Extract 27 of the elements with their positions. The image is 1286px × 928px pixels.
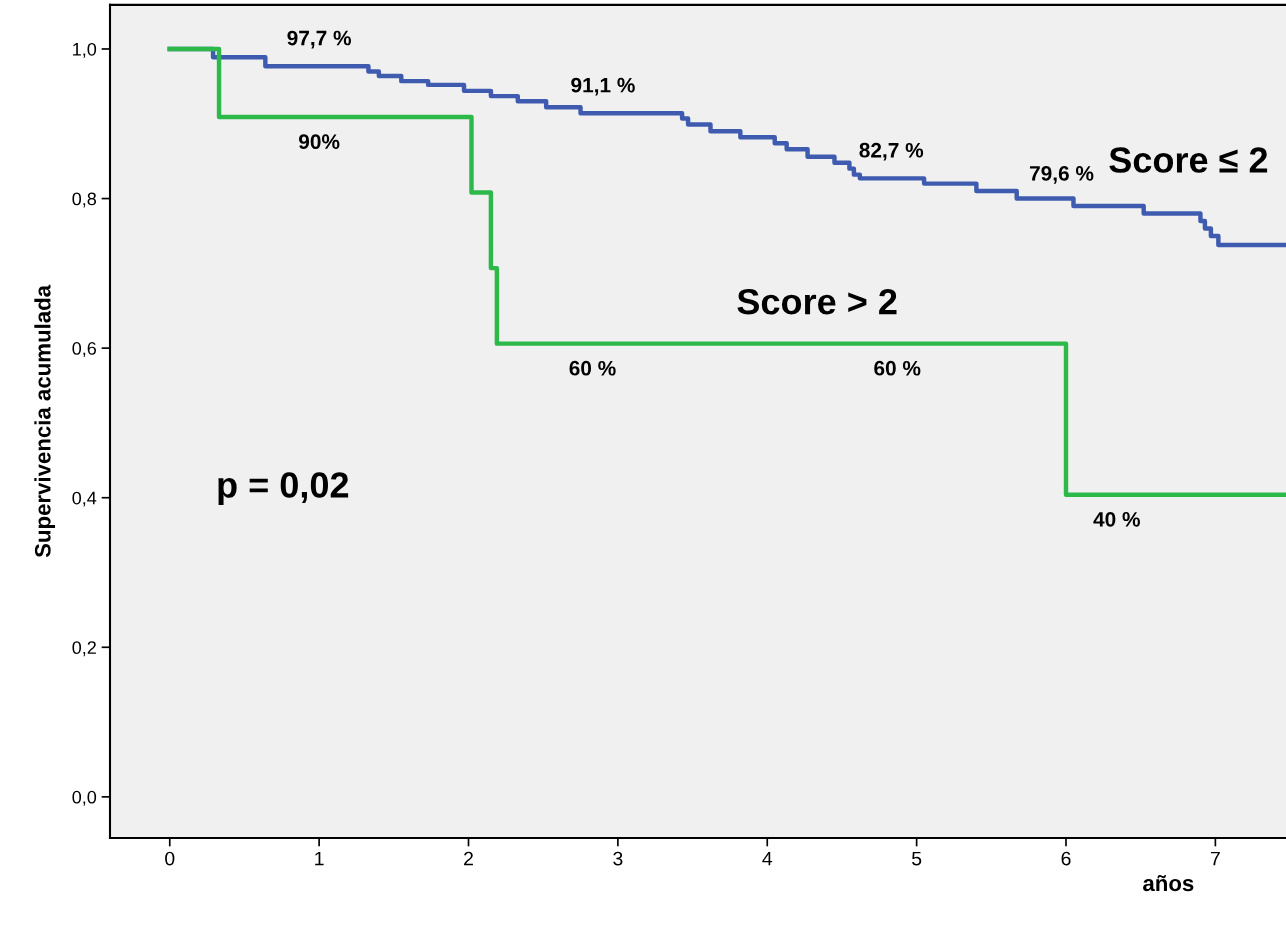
y-tick-label: 0,2 xyxy=(72,641,96,657)
x-tick-label: 6 xyxy=(1061,851,1071,866)
annotation: 91,1 % xyxy=(571,77,635,96)
annotation: 60 % xyxy=(874,360,921,376)
y-tick-label: 1,0 xyxy=(73,42,97,58)
annotation: 60 % xyxy=(569,360,616,376)
annotation: 82,7 % xyxy=(859,142,924,161)
annotation: 90% xyxy=(299,134,340,150)
x-tick-label: 4 xyxy=(762,851,773,866)
annotation: 97,7 % xyxy=(287,30,352,49)
x-tick-label: 2 xyxy=(464,851,473,866)
series-label: Score > 2 xyxy=(737,288,897,315)
annotation: 79,6 % xyxy=(1029,166,1094,184)
y-tick-label: 0,0 xyxy=(72,790,97,806)
x-tick-label: 5 xyxy=(912,851,922,866)
y-tick-label: 0,6 xyxy=(72,342,97,357)
y-tick-label: 0,8 xyxy=(72,192,97,208)
x-tick-label: 1 xyxy=(315,851,324,866)
y-axis-title: Supervivencia acumulada xyxy=(34,284,56,558)
x-tick-label: 3 xyxy=(613,851,623,866)
x-tick-label: 7 xyxy=(1210,851,1220,866)
x-axis-title: años xyxy=(1143,874,1194,892)
x-tick-label: 0 xyxy=(165,851,175,866)
y-tick-label: 0,4 xyxy=(72,491,97,507)
series-label: Score ≤ 2 xyxy=(1109,147,1268,173)
annotation: 40 % xyxy=(1093,511,1140,527)
annotation: p = 0,02 xyxy=(218,472,349,505)
